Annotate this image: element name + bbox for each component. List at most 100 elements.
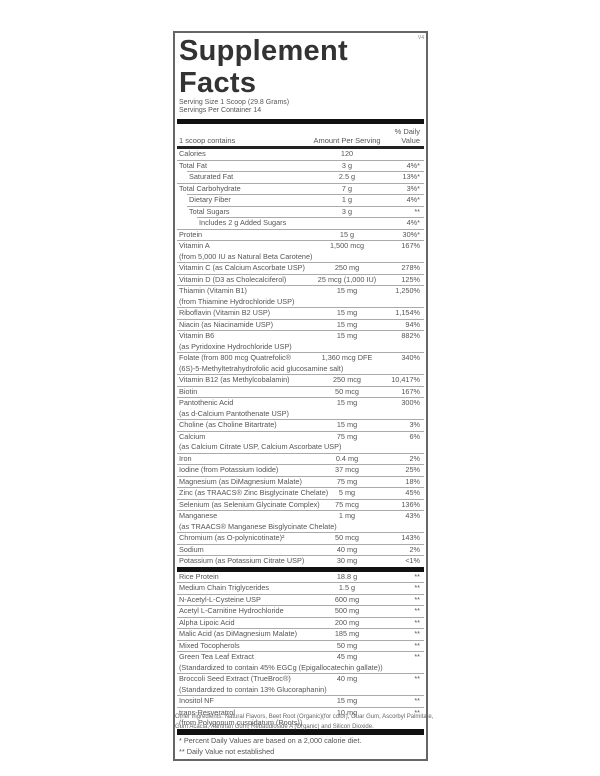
table-row: Total Fat 3 g 4%* — [177, 159, 424, 172]
table-row: Mixed Tocopherols 50 mg ** — [177, 639, 424, 652]
table-row: Broccoli Seed Extract (TrueBroc®) (Standa… — [177, 673, 424, 695]
nutrient-source: (from 5,000 IU as Natural Beta Carotene) — [179, 251, 313, 261]
nutrient-amount: 1 g — [341, 195, 353, 204]
nutrient-name: Vitamin B12 (as Methylcobalamin) — [179, 375, 290, 384]
nutrient-daily-value: 3%* — [406, 183, 420, 193]
nutrient-daily-value: ** — [414, 707, 420, 717]
nutrient-amount: 2.5 g — [338, 172, 356, 181]
nutrient-daily-value: ** — [414, 652, 420, 661]
nutrient-daily-value: 125% — [401, 274, 420, 284]
nutrient-daily-value: 278% — [401, 263, 420, 272]
nutrient-amount: 1,500 mcg — [329, 241, 365, 250]
table-row: Saturated Fat 2.5 g 13%* — [187, 171, 424, 183]
footnote-not-established: ** Daily Value not established — [179, 746, 275, 756]
nutrient-amount: 50 mg — [336, 640, 358, 650]
nutrient-daily-value: 4%* — [406, 160, 420, 170]
nutrient-daily-value: 167% — [401, 386, 420, 396]
nutrient-amount: 1.5 g — [338, 583, 356, 592]
nutrient-daily-value: 340% — [401, 353, 420, 362]
table-row: Magnesium (as DiMagnesium Malate) 75 mg 18… — [177, 475, 424, 488]
nutrient-name: Broccoli Seed Extract (TrueBroc®) — [179, 674, 291, 683]
table-row: Vitamin B12 (as Methylcobalamin) 250 mcg 1… — [177, 374, 424, 386]
nutrient-name: Choline (as Choline Bitartrate) — [179, 420, 277, 429]
table-row: Manganese (as TRAACS® Manganese Bisglycin… — [177, 510, 424, 532]
table-row: Includes 2 g Added Sugars 4%* — [197, 217, 424, 229]
table-row: Iron 0.4 mg 2% — [177, 452, 424, 465]
table-row: Vitamin D (D3 as Cholecalciferol) 25 mcg … — [177, 273, 424, 286]
nutrient-source: (as TRAACS® Manganese Bisglycinate Chela… — [179, 521, 337, 531]
nutrient-name: Zinc (as TRAACS® Zinc Bisglycinate Chela… — [179, 488, 329, 497]
nutrient-daily-value: 882% — [401, 331, 420, 340]
nutrient-amount: 1,360 mcg DFE — [321, 353, 373, 362]
nutrient-daily-value: 10,417% — [391, 375, 420, 384]
table-row: Vitamin A (from 5,000 IU as Natural Beta … — [177, 240, 424, 262]
table-row: Iodine (from Potassium Iodide) 37 mcg 25% — [177, 464, 424, 476]
nutrient-daily-value: ** — [414, 629, 420, 638]
table-row: Vitamin C (as Calcium Ascorbate USP) 250 … — [177, 262, 424, 274]
nutrient-daily-value: 94% — [405, 319, 420, 329]
nutrient-name: Chromium (as O-polynicotinate)² — [179, 533, 285, 542]
nutrient-list: Calories 120 Total Fat 3 g 4%* Saturated Fat 2… — [175, 149, 426, 567]
nutrient-daily-value: ** — [414, 606, 420, 615]
header-contains: 1 scoop contains — [179, 136, 236, 145]
nutrient-name: Selenium (as Selenium Glycinate Complex) — [179, 499, 320, 509]
nutrient-amount: 250 mcg — [333, 375, 361, 384]
nutrient-amount: 30 mg — [336, 556, 358, 565]
table-row: Rice Protein 18.8 g ** — [177, 572, 424, 583]
nutrient-daily-value: ** — [414, 206, 420, 216]
nutrient-amount: 0.4 mg — [335, 453, 359, 463]
nutrient-daily-value: ** — [414, 617, 420, 627]
nutrient-name: Mixed Tocopherols — [179, 640, 240, 650]
table-row: Zinc (as TRAACS® Zinc Bisglycinate Chela… — [177, 487, 424, 499]
nutrient-amount: 15 mg — [336, 696, 358, 705]
nutrient-name: trans-Resveratrol — [179, 707, 235, 717]
thick-divider — [177, 119, 424, 124]
nutrient-amount: 50 mcg — [335, 386, 359, 396]
nutrient-amount: 10 mg — [336, 707, 358, 717]
nutrient-amount: 75 mg — [336, 431, 358, 441]
nutrient-name: Total Sugars — [189, 206, 230, 216]
nutrient-amount: 50 mcg — [335, 533, 359, 542]
table-row: Potassium (as Potassium Citrate USP) 30 m… — [177, 555, 424, 567]
footnote-percent: * Percent Daily Values are based on a 2,… — [179, 735, 362, 745]
table-row: Dietary Fiber 1 g 4%* — [187, 194, 424, 206]
nutrient-name: Vitamin A — [179, 241, 210, 250]
nutrient-amount: 15 mg — [336, 308, 358, 317]
table-row: Niacin (as Niacinamide USP) 15 mg 94% — [177, 318, 424, 331]
serving-size: Serving Size 1 Scoop (29.8 Grams) — [179, 99, 290, 106]
table-row: Total Carbohydrate 7 g 3%* — [177, 182, 424, 195]
nutrient-daily-value: ** — [414, 696, 420, 705]
nutrient-name: Total Fat — [179, 160, 207, 170]
nutrient-amount: 15 mg — [336, 331, 358, 340]
nutrient-amount: 3 g — [341, 206, 353, 216]
nutrient-amount: 25 mcg (1,000 IU) — [317, 274, 377, 284]
nutrient-name: Inositol NF — [179, 696, 214, 705]
panel-title: Supplement Facts — [179, 35, 348, 99]
nutrient-name: Iodine (from Potassium Iodide) — [179, 465, 279, 474]
nutrient-daily-value: 143% — [401, 533, 420, 542]
thick-divider — [177, 728, 424, 735]
nutrient-daily-value: 30%* — [402, 229, 420, 239]
version-mark: V4 — [417, 35, 424, 41]
nutrient-daily-value: 2% — [409, 453, 420, 463]
nutrient-amount: 7 g — [341, 183, 353, 193]
nutrient-amount: 200 mg — [334, 617, 360, 627]
nutrient-name: Dietary Fiber — [189, 195, 231, 204]
nutrient-name: Manganese — [179, 511, 218, 520]
nutrient-daily-value: 45% — [405, 488, 420, 497]
table-row: N-Acetyl-L-Cysteine USP 600 mg ** — [177, 593, 424, 606]
table-row: Total Sugars 3 g ** — [187, 205, 424, 218]
nutrient-name: Pantothenic Acid — [179, 398, 234, 407]
table-row: Calories 120 — [177, 149, 424, 160]
nutrient-amount: 40 mg — [336, 544, 358, 554]
nutrient-daily-value: ** — [414, 571, 420, 581]
supplement-facts-panel: V4 Supplement Facts Serving Size 1 Scoop… — [173, 31, 428, 761]
header-amount: Amount Per Serving — [313, 136, 381, 145]
nutrient-amount: 250 mg — [334, 263, 360, 272]
table-row: Biotin 50 mcg 167% — [177, 385, 424, 398]
nutrient-amount: 1 mg — [338, 511, 356, 520]
nutrient-daily-value: 1,154% — [395, 308, 420, 317]
nutrient-amount: 120 — [340, 149, 354, 158]
other-ingredient-list: Rice Protein 18.8 g ** Medium Chain Triglyc… — [175, 572, 426, 729]
nutrient-daily-value: ** — [414, 640, 420, 650]
